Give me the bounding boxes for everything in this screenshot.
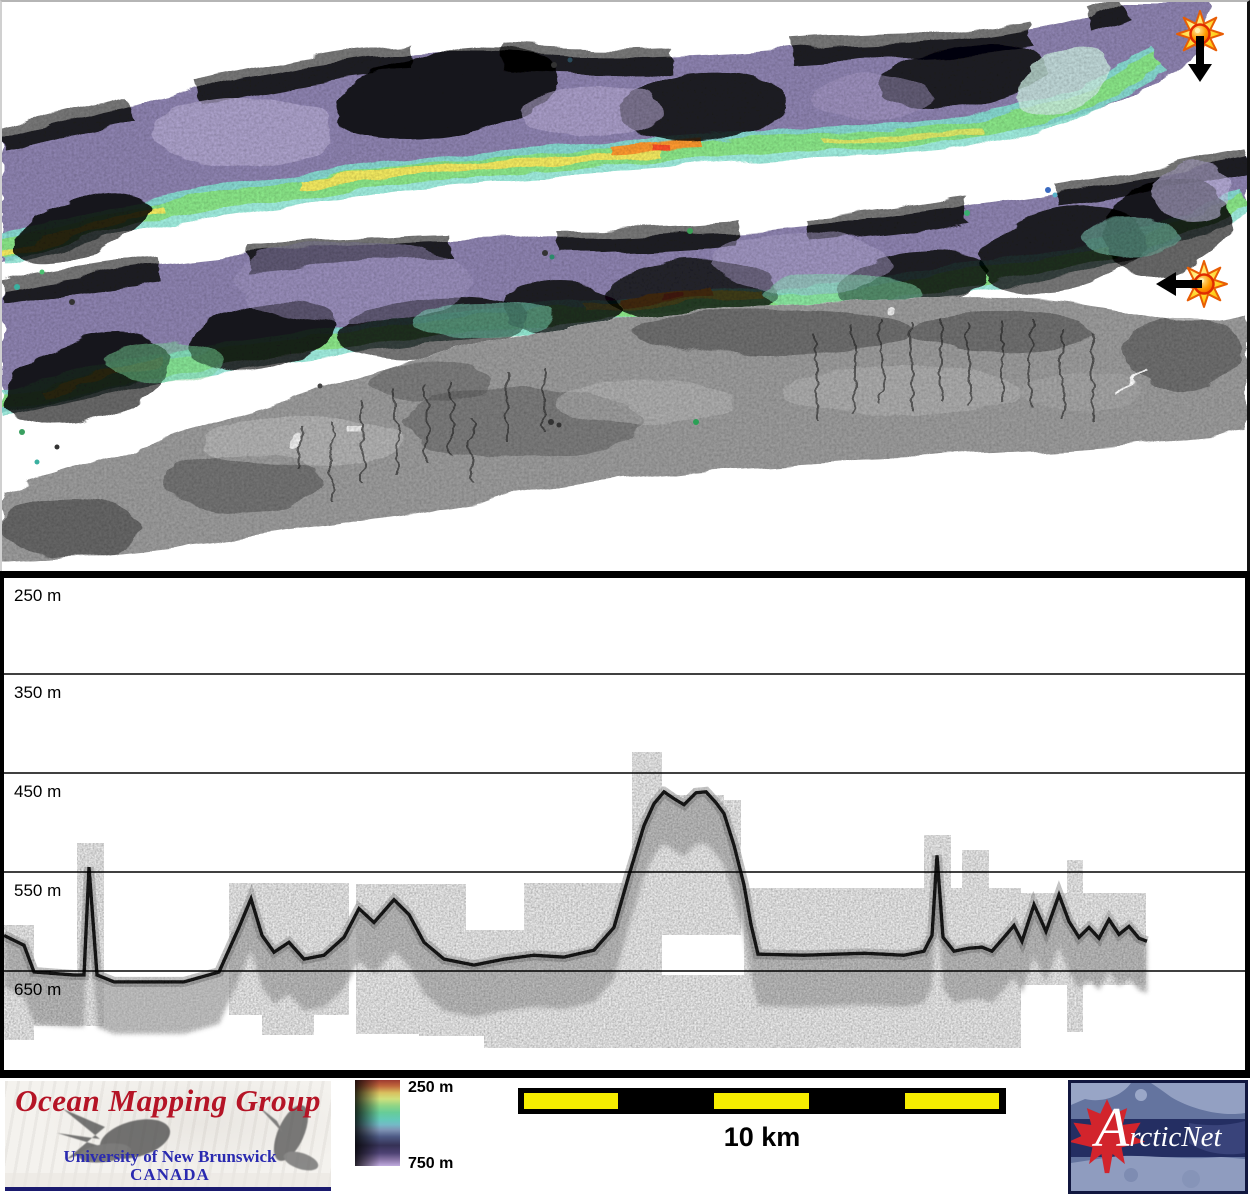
backscatter-artifact-lines: [301, 317, 1093, 502]
coverage-tile: [962, 850, 989, 1030]
omg-title: Ocean Mapping Group: [15, 1083, 321, 1118]
omg-subtitle: University of New Brunswick: [63, 1147, 277, 1166]
stray-sounding-dots: [14, 57, 1058, 465]
multibeam-swath-2: [2, 148, 1247, 425]
arcticnet-name: ArcticNet: [1095, 1097, 1222, 1159]
colorbar-top-label: 250 m: [408, 1079, 454, 1096]
arcticnet-logo-art: [1071, 1083, 1245, 1191]
depth-label: 650 m: [14, 980, 62, 999]
scalebar-segment: [714, 1093, 809, 1109]
colorbar-bottom-label: 750 m: [408, 1155, 454, 1172]
depth-colorbar: [355, 1080, 400, 1166]
omg-logo-art: [5, 1105, 331, 1187]
depth-label: 350 m: [14, 683, 62, 702]
maple-leaf-icon: [1071, 1099, 1146, 1174]
multibeam-swath-1: [2, 2, 1209, 264]
scale-bar: [518, 1088, 1006, 1114]
seafloor-trace: [4, 785, 1149, 1034]
scalebar-segment: [524, 1093, 619, 1109]
subbottom-profile-graphic: [4, 673, 1245, 1048]
annotation-streak: [1113, 369, 1145, 395]
swath-map-graphic: [2, 2, 1247, 562]
footer: Ocean Mapping Group University of New Br…: [0, 1078, 1250, 1197]
depth-label: 450 m: [14, 782, 62, 801]
sun-with-left-arrow-icon: [1156, 259, 1229, 309]
scalebar-segment: [904, 1093, 999, 1109]
scale-bar-label: 10 km: [723, 1122, 801, 1152]
omg-country: CANADA: [130, 1165, 210, 1184]
omg-logo: Ocean Mapping Group University of New Br…: [5, 1081, 331, 1191]
bathymetry-map-panel: [0, 0, 1250, 571]
subbottom-profile-panel: 250 m 350 m 450 m 550 m 650 m: [0, 571, 1250, 1078]
depth-label: 250 m: [14, 586, 62, 605]
sun-with-down-arrow-icon: [1175, 9, 1225, 82]
arcticnet-logo: ArcticNet: [1068, 1080, 1248, 1194]
depth-gridlines: [4, 673, 1245, 972]
backscatter-swath: [2, 297, 1247, 562]
depth-label: 550 m: [14, 881, 62, 900]
